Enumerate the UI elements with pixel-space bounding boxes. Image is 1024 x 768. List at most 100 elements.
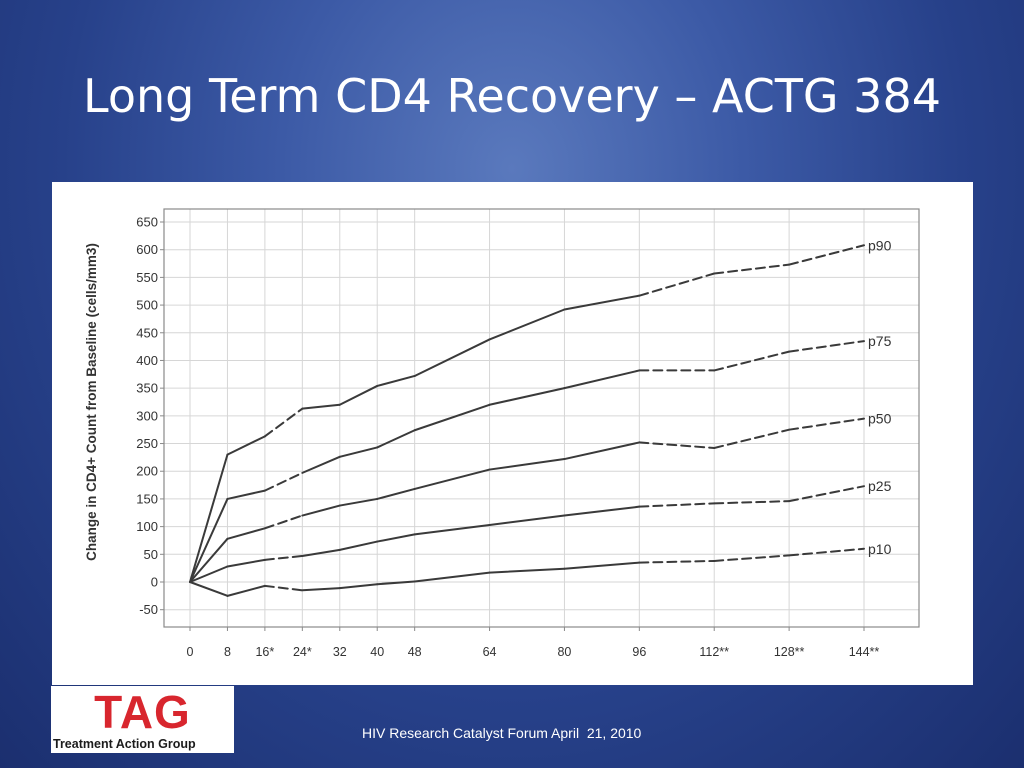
series-segment-p50 bbox=[189, 537, 229, 583]
series-segment-p75 bbox=[263, 471, 304, 492]
series-p90: p90 bbox=[189, 237, 892, 583]
series-segment-p90 bbox=[189, 453, 229, 583]
series-segment-p10 bbox=[301, 587, 341, 592]
series-segment-p25 bbox=[376, 533, 416, 543]
series-segment-p25 bbox=[488, 514, 566, 526]
y-tick-label: 300 bbox=[136, 408, 158, 423]
cd4-recovery-chart: -500501001502002503003504004505005506006… bbox=[84, 208, 920, 659]
series-segment-p90 bbox=[301, 403, 341, 410]
series-segment-p10 bbox=[488, 567, 566, 574]
series-segment-p10 bbox=[788, 547, 865, 557]
y-tick-label: 600 bbox=[136, 242, 158, 257]
y-tick-label: 50 bbox=[144, 547, 158, 562]
logo-mark: TAG bbox=[94, 686, 191, 738]
y-tick-label: -50 bbox=[139, 602, 158, 617]
x-tick-label: 0 bbox=[187, 645, 194, 659]
series-segment-p75 bbox=[713, 350, 791, 372]
series-segment-p90 bbox=[226, 435, 266, 456]
series-segment-p25 bbox=[338, 540, 379, 551]
x-tick-label: 64 bbox=[483, 645, 497, 659]
series-p25: p25 bbox=[189, 478, 892, 583]
series-segment-p90 bbox=[788, 244, 865, 266]
series-segment-p25 bbox=[638, 502, 716, 508]
series-segment-p75 bbox=[788, 340, 865, 353]
series-segment-p90 bbox=[263, 407, 304, 438]
series-segment-p25 bbox=[713, 500, 791, 505]
tag-logo: TAG Treatment Action Group bbox=[51, 686, 234, 753]
series-segment-p10 bbox=[563, 561, 641, 570]
x-tick-label: 48 bbox=[408, 645, 422, 659]
slide-title: Long Term CD4 Recovery – ACTG 384 bbox=[83, 69, 941, 123]
series-segment-p50 bbox=[338, 497, 379, 507]
series-segment-p10 bbox=[189, 581, 229, 597]
series-segment-p10 bbox=[263, 584, 304, 592]
series-segment-p50 bbox=[563, 441, 641, 461]
series-segment-p75 bbox=[376, 429, 416, 449]
series-segment-p75 bbox=[413, 403, 491, 432]
series-segment-p50 bbox=[788, 417, 865, 431]
series-segment-p50 bbox=[301, 504, 341, 517]
series-segment-p90 bbox=[376, 374, 416, 387]
series-segment-p25 bbox=[189, 565, 229, 583]
series-label-p25: p25 bbox=[868, 478, 892, 494]
y-tick-label: 150 bbox=[136, 491, 158, 506]
series-segment-p25 bbox=[788, 485, 865, 503]
y-tick-label: 550 bbox=[136, 270, 158, 285]
series-segment-p10 bbox=[713, 554, 791, 562]
x-tick-label: 40 bbox=[370, 645, 384, 659]
series-label-p50: p50 bbox=[868, 411, 892, 427]
y-tick-label: 250 bbox=[136, 436, 158, 451]
x-tick-label: 112** bbox=[699, 645, 729, 659]
y-tick-label: 450 bbox=[136, 325, 158, 340]
y-axis: -50 0 50 100 150 200 250 300 350 400 450 500 550 600 6… bbox=[136, 215, 164, 617]
series-segment-p90 bbox=[713, 263, 791, 275]
chart-series: p90 p75 p50 p25 p10 bbox=[189, 237, 892, 597]
y-tick-label: 650 bbox=[136, 215, 158, 230]
y-axis-label: Change in CD4+ Count from Baseline (cell… bbox=[84, 243, 99, 561]
x-tick-label: 96 bbox=[632, 645, 646, 659]
series-segment-p75 bbox=[189, 497, 229, 583]
series-segment-p10 bbox=[638, 559, 716, 564]
series-segment-p90 bbox=[338, 384, 379, 406]
series-segment-p50 bbox=[263, 514, 304, 530]
x-tick-label: 128** bbox=[774, 645, 805, 659]
series-segment-p25 bbox=[563, 505, 641, 517]
y-tick-label: 500 bbox=[136, 298, 158, 313]
y-tick-label: 350 bbox=[136, 381, 158, 396]
series-segment-p25 bbox=[263, 554, 304, 561]
y-tick-label: 100 bbox=[136, 519, 158, 534]
series-segment-p90 bbox=[563, 294, 641, 311]
chart-grid bbox=[164, 209, 919, 627]
series-p75: p75 bbox=[189, 333, 892, 583]
x-tick-label: 16* bbox=[255, 645, 274, 659]
series-segment-p10 bbox=[413, 571, 491, 583]
series-segment-p75 bbox=[226, 489, 266, 500]
series-p50: p50 bbox=[189, 411, 892, 583]
x-tick-label: 80 bbox=[557, 645, 571, 659]
chart-panel: -50 0 50 100 150 200 250 300 350 400 450 500 550 600 6… bbox=[52, 182, 973, 685]
series-segment-p10 bbox=[338, 583, 379, 590]
footer-text: HIV Research Catalyst Forum April 21, 20… bbox=[362, 725, 642, 741]
x-tick-label: 8 bbox=[224, 645, 231, 659]
series-segment-p25 bbox=[226, 558, 266, 568]
series-segment-p90 bbox=[413, 338, 491, 377]
series-segment-p50 bbox=[413, 468, 491, 490]
x-tick-label: 24* bbox=[293, 645, 312, 659]
x-tick-label: 32 bbox=[333, 645, 347, 659]
series-segment-p75 bbox=[338, 446, 379, 458]
y-tick-label: 0 bbox=[151, 575, 158, 590]
series-segment-p10 bbox=[376, 580, 416, 586]
series-segment-p75 bbox=[563, 369, 641, 390]
series-segment-p50 bbox=[713, 428, 791, 449]
series-segment-p50 bbox=[376, 487, 416, 500]
series-segment-p50 bbox=[226, 527, 266, 540]
y-tick-label: 200 bbox=[136, 464, 158, 479]
series-segment-p75 bbox=[488, 387, 566, 406]
x-axis: 0 8 16* 24* 32 40 48 64 80 96 112** 128** 144** bbox=[187, 627, 879, 659]
series-segment-p90 bbox=[488, 308, 566, 341]
series-p10: p10 bbox=[189, 541, 892, 597]
series-label-p90: p90 bbox=[868, 237, 892, 253]
series-segment-p90 bbox=[638, 272, 716, 297]
series-label-p75: p75 bbox=[868, 333, 892, 349]
series-segment-p25 bbox=[413, 523, 491, 536]
